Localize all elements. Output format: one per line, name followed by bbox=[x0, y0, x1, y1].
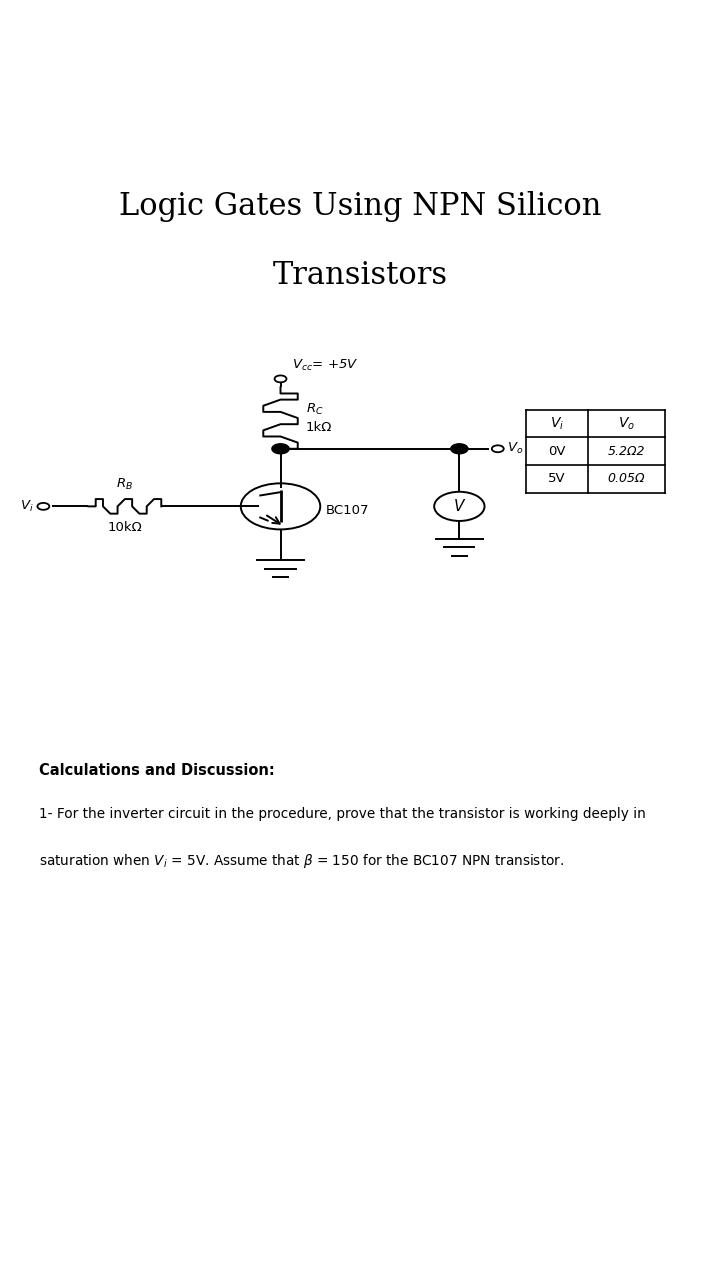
Text: $V_o$: $V_o$ bbox=[618, 415, 635, 431]
Text: 5.2Ω2: 5.2Ω2 bbox=[608, 444, 645, 457]
Text: 5V: 5V bbox=[548, 472, 566, 485]
Text: 0.05Ω: 0.05Ω bbox=[608, 472, 645, 485]
Text: R$_B$: R$_B$ bbox=[117, 477, 133, 492]
Text: 0V: 0V bbox=[548, 444, 566, 457]
Text: Logic Gates Using NPN Silicon: Logic Gates Using NPN Silicon bbox=[119, 191, 601, 221]
Text: V: V bbox=[454, 499, 464, 513]
Text: R$_C$: R$_C$ bbox=[306, 402, 323, 417]
Text: V$_o$: V$_o$ bbox=[507, 442, 523, 456]
Text: 1kΩ: 1kΩ bbox=[306, 421, 332, 434]
Text: V$_i$: V$_i$ bbox=[20, 499, 34, 513]
Circle shape bbox=[272, 444, 289, 453]
Text: Calculations and Discussion:: Calculations and Discussion: bbox=[39, 763, 274, 778]
Text: V$_{cc}$= +5V: V$_{cc}$= +5V bbox=[292, 358, 359, 372]
Circle shape bbox=[451, 444, 468, 453]
Text: BC107: BC107 bbox=[325, 504, 369, 517]
Text: 1- For the inverter circuit in the procedure, prove that the transistor is worki: 1- For the inverter circuit in the proce… bbox=[39, 808, 646, 822]
Text: 10kΩ: 10kΩ bbox=[107, 521, 143, 534]
Text: saturation when $V_i$ = 5V. Assume that $\beta$ = 150 for the BC107 NPN transist: saturation when $V_i$ = 5V. Assume that … bbox=[39, 852, 564, 870]
Text: $V_i$: $V_i$ bbox=[550, 415, 564, 431]
Text: Transistors: Transistors bbox=[272, 260, 448, 291]
